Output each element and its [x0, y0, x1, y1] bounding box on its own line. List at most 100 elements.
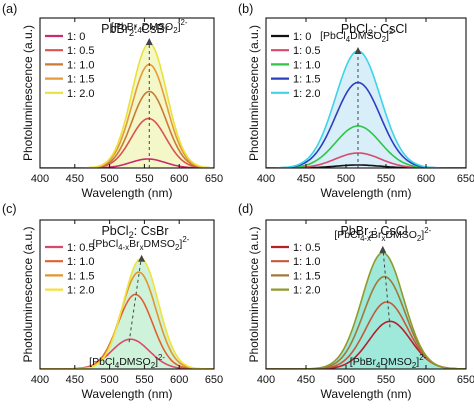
label-part: x [381, 234, 385, 243]
series-line-3 [266, 251, 466, 369]
dashed-guide [128, 255, 143, 343]
series-line-0 [40, 158, 214, 168]
legend-entry: 1: 1.0 [67, 256, 95, 268]
legend-entry: 1: 1.0 [293, 59, 321, 71]
label-part: ] [178, 21, 181, 33]
legend-entry: 1: 2.0 [67, 285, 95, 297]
x-tick-label: 550 [377, 173, 395, 185]
legend-entry: 1: 0.5 [293, 45, 321, 57]
dashed-guide [382, 246, 391, 328]
chart-panel-a: (a) 400 450 500 550 600 650 Wavelength (nm) Phot… [2, 2, 223, 200]
label-part: DMSO [380, 356, 412, 368]
legend-entry: 1: 0.5 [67, 45, 95, 57]
x-tick-label: 600 [170, 374, 188, 386]
label-part: PbBr [340, 224, 368, 238]
rich-label: [PbCl4-xBrxDMSO2]2- [334, 226, 431, 243]
x-tick-label: 400 [257, 374, 275, 386]
legend-entry: 1: 0 [67, 31, 85, 43]
label-part: Br [129, 238, 140, 250]
label-part: 2 [151, 361, 155, 370]
legend-entry: 1: 1.0 [67, 59, 95, 71]
label-part: 2 [368, 230, 373, 240]
label-part: : CsBr [134, 224, 169, 238]
label-part: [PbBr [111, 21, 138, 33]
label-part: 2- [180, 18, 187, 27]
legend-entry: 1: 2.0 [67, 88, 95, 100]
label-part: Br [371, 229, 382, 241]
legend-entry: 1: 0 [293, 31, 311, 43]
label-part: DMSO [385, 229, 417, 241]
x-tick-label: 400 [31, 374, 49, 386]
label-part: ] [416, 356, 419, 368]
x-axis-label: Wavelength (nm) [321, 186, 412, 200]
label-part: 4-x [360, 234, 371, 243]
area-fill [266, 51, 466, 168]
plot-frame [39, 17, 215, 169]
label-part: 2 [173, 26, 177, 35]
label-part: DMSO [144, 238, 176, 250]
plot-area [266, 245, 466, 369]
label-part: : CsBr [134, 22, 169, 36]
panel-label: (d) [238, 202, 253, 216]
legend-entry: 1: 1.5 [67, 270, 95, 282]
x-tick-label: 450 [297, 374, 315, 386]
legend-entry: 1: 1.0 [293, 256, 321, 268]
x-tick-label: 650 [205, 173, 223, 185]
y-axis-label: Photoluminescence (a.u.) [21, 25, 35, 161]
label-part: ] [155, 356, 158, 368]
label-part: 4 [137, 26, 142, 35]
arrow-head [354, 47, 362, 54]
rich-label: PbBr2: CsCl [340, 224, 407, 240]
legend-entry: 1: 0.5 [67, 242, 95, 254]
area-fill [40, 258, 214, 369]
series-line-4 [40, 42, 214, 168]
label-part: 2 [129, 28, 134, 38]
label-part: 4 [346, 35, 351, 44]
series-line-1 [40, 117, 214, 168]
label-part: 4-x [118, 243, 129, 252]
y-axis-label: Photoluminescence (a.u.) [247, 226, 261, 362]
label-part: 2- [389, 27, 396, 36]
rich-label: PbBr2: CsBr [101, 22, 169, 38]
label-part: 2 [368, 28, 373, 38]
x-tick-label: 500 [337, 374, 355, 386]
label-part: : CsCl [373, 22, 407, 36]
series-line-2 [40, 90, 214, 168]
x-tick-label: 650 [457, 173, 474, 185]
label-part: ] [386, 30, 389, 42]
legend-entry: 1: 1.5 [293, 74, 321, 86]
label-part: 2- [419, 353, 426, 362]
x-tick-label: 550 [135, 173, 153, 185]
rich-label: PbCl2: CsBr [101, 224, 168, 240]
x-tick-label: 450 [297, 173, 315, 185]
series-line-3 [40, 258, 214, 369]
rich-label: [PbCl4-xBrxDMSO2]2- [92, 235, 189, 252]
x-tick-label: 450 [66, 173, 84, 185]
x-tick-label: 550 [377, 374, 395, 386]
panel-label: (b) [238, 2, 253, 16]
y-axis-label: Photoluminescence (a.u.) [247, 25, 261, 161]
x-tick-label: 550 [135, 374, 153, 386]
x-tick-label: 450 [66, 374, 84, 386]
label-part: [PbCl [89, 356, 115, 368]
label-part: 2 [129, 230, 134, 240]
legend-entry: 1: 0.5 [293, 242, 321, 254]
label-part: 2 [382, 35, 386, 44]
series-line-2 [40, 271, 214, 369]
label-part: [PbCl [334, 229, 360, 241]
x-tick-label: 650 [205, 374, 223, 386]
label-part: ] [421, 229, 424, 241]
series-line-3 [40, 63, 214, 168]
x-tick-label: 500 [100, 173, 118, 185]
area-fill [40, 43, 214, 168]
label-part: 2 [417, 234, 421, 243]
label-part: x [140, 243, 144, 252]
legend-entry: 1: 1.5 [293, 270, 321, 282]
rich-label: [PbBr4DMSO2]2- [350, 353, 427, 370]
x-tick-label: 600 [417, 374, 435, 386]
label-part: 2- [424, 226, 431, 235]
arrow-head [138, 254, 146, 262]
label-part: [PbCl [320, 30, 346, 42]
rich-label: PbCl2: CsCl [341, 22, 407, 38]
